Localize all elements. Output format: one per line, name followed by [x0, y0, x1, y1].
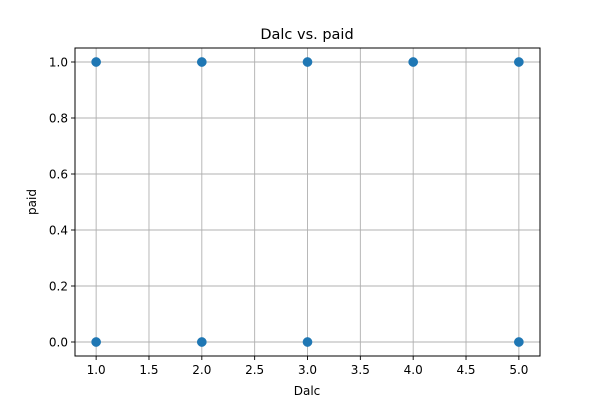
y-tick-label: 1.0 [49, 55, 68, 69]
x-tick-label: 5.0 [509, 363, 528, 377]
grid-lines [75, 48, 540, 356]
x-tick-label: 4.5 [456, 363, 475, 377]
x-tick-label: 3.5 [351, 363, 370, 377]
y-tick-label: 0.4 [49, 223, 68, 237]
y-axis: 0.0 0.2 0.4 0.6 0.8 1.0 [49, 55, 75, 349]
x-tick-label: 1.0 [87, 363, 106, 377]
x-axis-label: Dalc [294, 384, 321, 398]
data-point [408, 57, 419, 67]
x-tick-label: 2.5 [245, 363, 264, 377]
y-tick-label: 0.0 [49, 335, 68, 349]
data-point [302, 337, 313, 347]
data-point [514, 57, 524, 67]
data-points [91, 57, 524, 347]
y-tick-label: 0.8 [49, 111, 68, 125]
chart-title: Dalc vs. paid [260, 27, 353, 43]
data-point [196, 337, 207, 347]
x-tick-label: 3.0 [298, 363, 317, 377]
y-axis-label: paid [25, 189, 39, 215]
y-tick-label: 0.6 [49, 167, 68, 181]
x-tick-label: 2.0 [192, 363, 211, 377]
y-tick-label: 0.2 [49, 279, 68, 293]
data-point [91, 57, 101, 67]
data-point [91, 337, 101, 347]
data-point [196, 57, 207, 67]
x-tick-label: 4.0 [404, 363, 423, 377]
x-tick-label: 1.5 [139, 363, 158, 377]
data-point [302, 57, 313, 67]
data-point [514, 337, 524, 347]
x-axis: 1.0 1.5 2.0 2.5 3.0 3.5 4.0 4.5 5.0 [87, 356, 528, 377]
